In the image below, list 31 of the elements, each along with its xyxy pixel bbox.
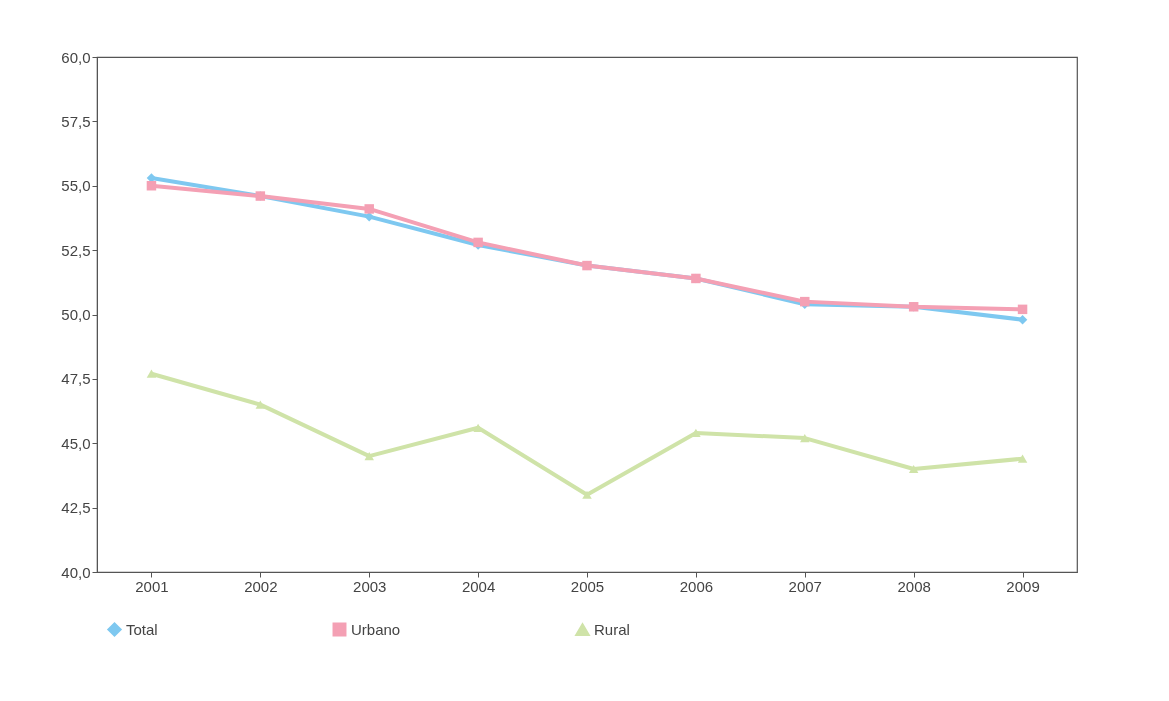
- legend-label: Rural: [594, 620, 630, 638]
- point: [364, 204, 374, 214]
- y-tick-label: 52,5: [61, 241, 91, 259]
- y-tick-label: 55,0: [61, 177, 91, 195]
- x-tick-label: 2004: [461, 577, 496, 595]
- y-tick-label: 47,5: [61, 370, 91, 388]
- point: [146, 369, 157, 378]
- point: [908, 464, 919, 474]
- y-tick-label: 57,5: [61, 112, 91, 130]
- point: [1017, 454, 1028, 463]
- point: [255, 400, 266, 409]
- x-tick-label: 2005: [570, 577, 605, 595]
- y-tick-label: 45,0: [61, 434, 91, 452]
- legend-label: Urbano: [351, 620, 401, 638]
- point: [364, 452, 374, 461]
- x-tick-label: 2002: [244, 577, 278, 595]
- x-tick-label: 2001: [135, 577, 169, 595]
- point: [1017, 304, 1028, 315]
- legend-label: Total: [126, 620, 158, 638]
- x-tick-label: 2007: [788, 577, 822, 595]
- point: [800, 433, 810, 443]
- point: [146, 181, 157, 191]
- x-tick-label: 2003: [353, 577, 387, 595]
- y-tick-label: 42,5: [61, 499, 91, 517]
- y-tick-label: 50,0: [61, 306, 91, 323]
- x-tick-label: 2008: [897, 577, 931, 595]
- x-tick-label: 2009: [1006, 577, 1040, 595]
- y-tick-label: 60,0: [61, 48, 91, 66]
- x-tick-label: 2006: [679, 577, 714, 595]
- y-tick-label: 40,0: [61, 563, 91, 581]
- point: [582, 490, 592, 499]
